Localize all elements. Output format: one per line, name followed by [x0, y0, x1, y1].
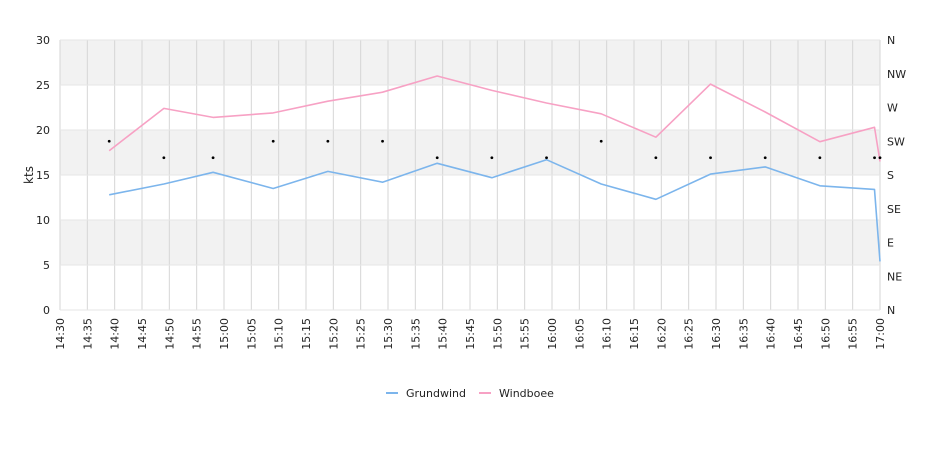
right-tick-label: S [887, 169, 894, 182]
x-tick-label: 15:35 [409, 318, 422, 350]
direction-point [873, 156, 876, 160]
legend-label: Windboee [499, 387, 554, 400]
direction-point [545, 156, 548, 160]
direction-point [490, 156, 494, 160]
x-tick-label: 16:00 [546, 318, 559, 350]
direction-point [818, 156, 822, 160]
series-line-grundwind [109, 158, 881, 262]
y-tick-label: 0 [43, 304, 50, 317]
x-tick-label: 16:20 [655, 318, 668, 350]
direction-point [271, 139, 275, 143]
x-tick-label: 15:00 [218, 318, 231, 350]
x-tick-label: 15:30 [382, 318, 395, 350]
x-tick-label: 16:10 [601, 318, 614, 350]
x-tick-label: 14:45 [136, 318, 149, 350]
x-tick-label: 16:55 [847, 318, 860, 350]
x-axis-ticks: 14:30 14:35 14:40 14:45 14:50 14:55 15:00 15:05… [54, 318, 887, 350]
x-tick-label: 15:05 [245, 318, 258, 350]
x-tick-label: 14:55 [191, 318, 204, 350]
right-tick-label: N [887, 304, 895, 317]
x-tick-label: 15:45 [464, 318, 477, 350]
right-tick-label: SW [887, 135, 905, 148]
x-tick-label: 16:50 [819, 318, 832, 350]
x-tick-label: 16:25 [683, 318, 696, 350]
x-tick-label: 14:40 [109, 318, 122, 350]
y-tick-label: 30 [36, 34, 50, 47]
x-tick-label: 15:25 [355, 318, 368, 350]
x-tick-label: 16:35 [737, 318, 750, 350]
direction-point [326, 139, 330, 143]
right-tick-label: NW [887, 68, 906, 81]
series-lines [108, 75, 881, 262]
series-line-windboee [108, 75, 881, 162]
direction-points [107, 139, 882, 160]
y-tick-label: 5 [43, 259, 50, 272]
right-tick-label: E [887, 237, 894, 250]
legend-item-windboee[interactable]: Windboee [479, 387, 554, 400]
x-tick-label: 15:50 [491, 318, 504, 350]
direction-point [435, 156, 439, 160]
x-tick-label: 15:15 [300, 318, 313, 350]
x-tick-label: 15:20 [327, 318, 340, 350]
x-tick-label: 16:05 [573, 318, 586, 350]
x-tick-label: 16:45 [792, 318, 805, 350]
y-tick-label: 25 [36, 79, 50, 92]
x-tick-label: 14:35 [81, 318, 94, 350]
x-tick-label: 16:15 [628, 318, 641, 350]
right-tick-label: N [887, 34, 895, 47]
y-tick-label: 20 [36, 124, 50, 137]
legend-label: Grundwind [406, 387, 466, 400]
right-tick-label: W [887, 102, 898, 115]
y-axis-ticks: 0 5 10 15 20 25 30 [36, 34, 50, 317]
direction-point [107, 139, 111, 143]
legend: Grundwind Windboee [386, 387, 554, 400]
direction-point [381, 139, 384, 143]
right-tick-label: SE [887, 203, 901, 216]
direction-point [878, 156, 882, 160]
y-tick-label: 10 [36, 214, 50, 227]
right-axis-ticks: N NE E SE S SW W NW N [887, 34, 906, 317]
x-tick-label: 16:40 [765, 318, 778, 350]
x-tick-label: 14:30 [54, 318, 67, 350]
x-tick-label: 15:40 [437, 318, 450, 350]
direction-point [211, 156, 215, 160]
x-tick-label: 16:30 [710, 318, 723, 350]
y-axis-title: kts [22, 166, 36, 184]
direction-point [763, 156, 767, 160]
y-tick-label: 15 [36, 169, 50, 182]
direction-point [599, 139, 603, 143]
right-tick-label: NE [887, 270, 902, 283]
x-tick-label: 15:10 [273, 318, 286, 350]
direction-point [162, 156, 166, 160]
x-tick-label: 14:50 [163, 318, 176, 350]
x-tick-label: 17:00 [874, 318, 887, 350]
x-tick-label: 15:55 [519, 318, 532, 350]
legend-item-grundwind[interactable]: Grundwind [386, 387, 466, 400]
direction-point [654, 156, 658, 160]
direction-point [709, 156, 712, 160]
